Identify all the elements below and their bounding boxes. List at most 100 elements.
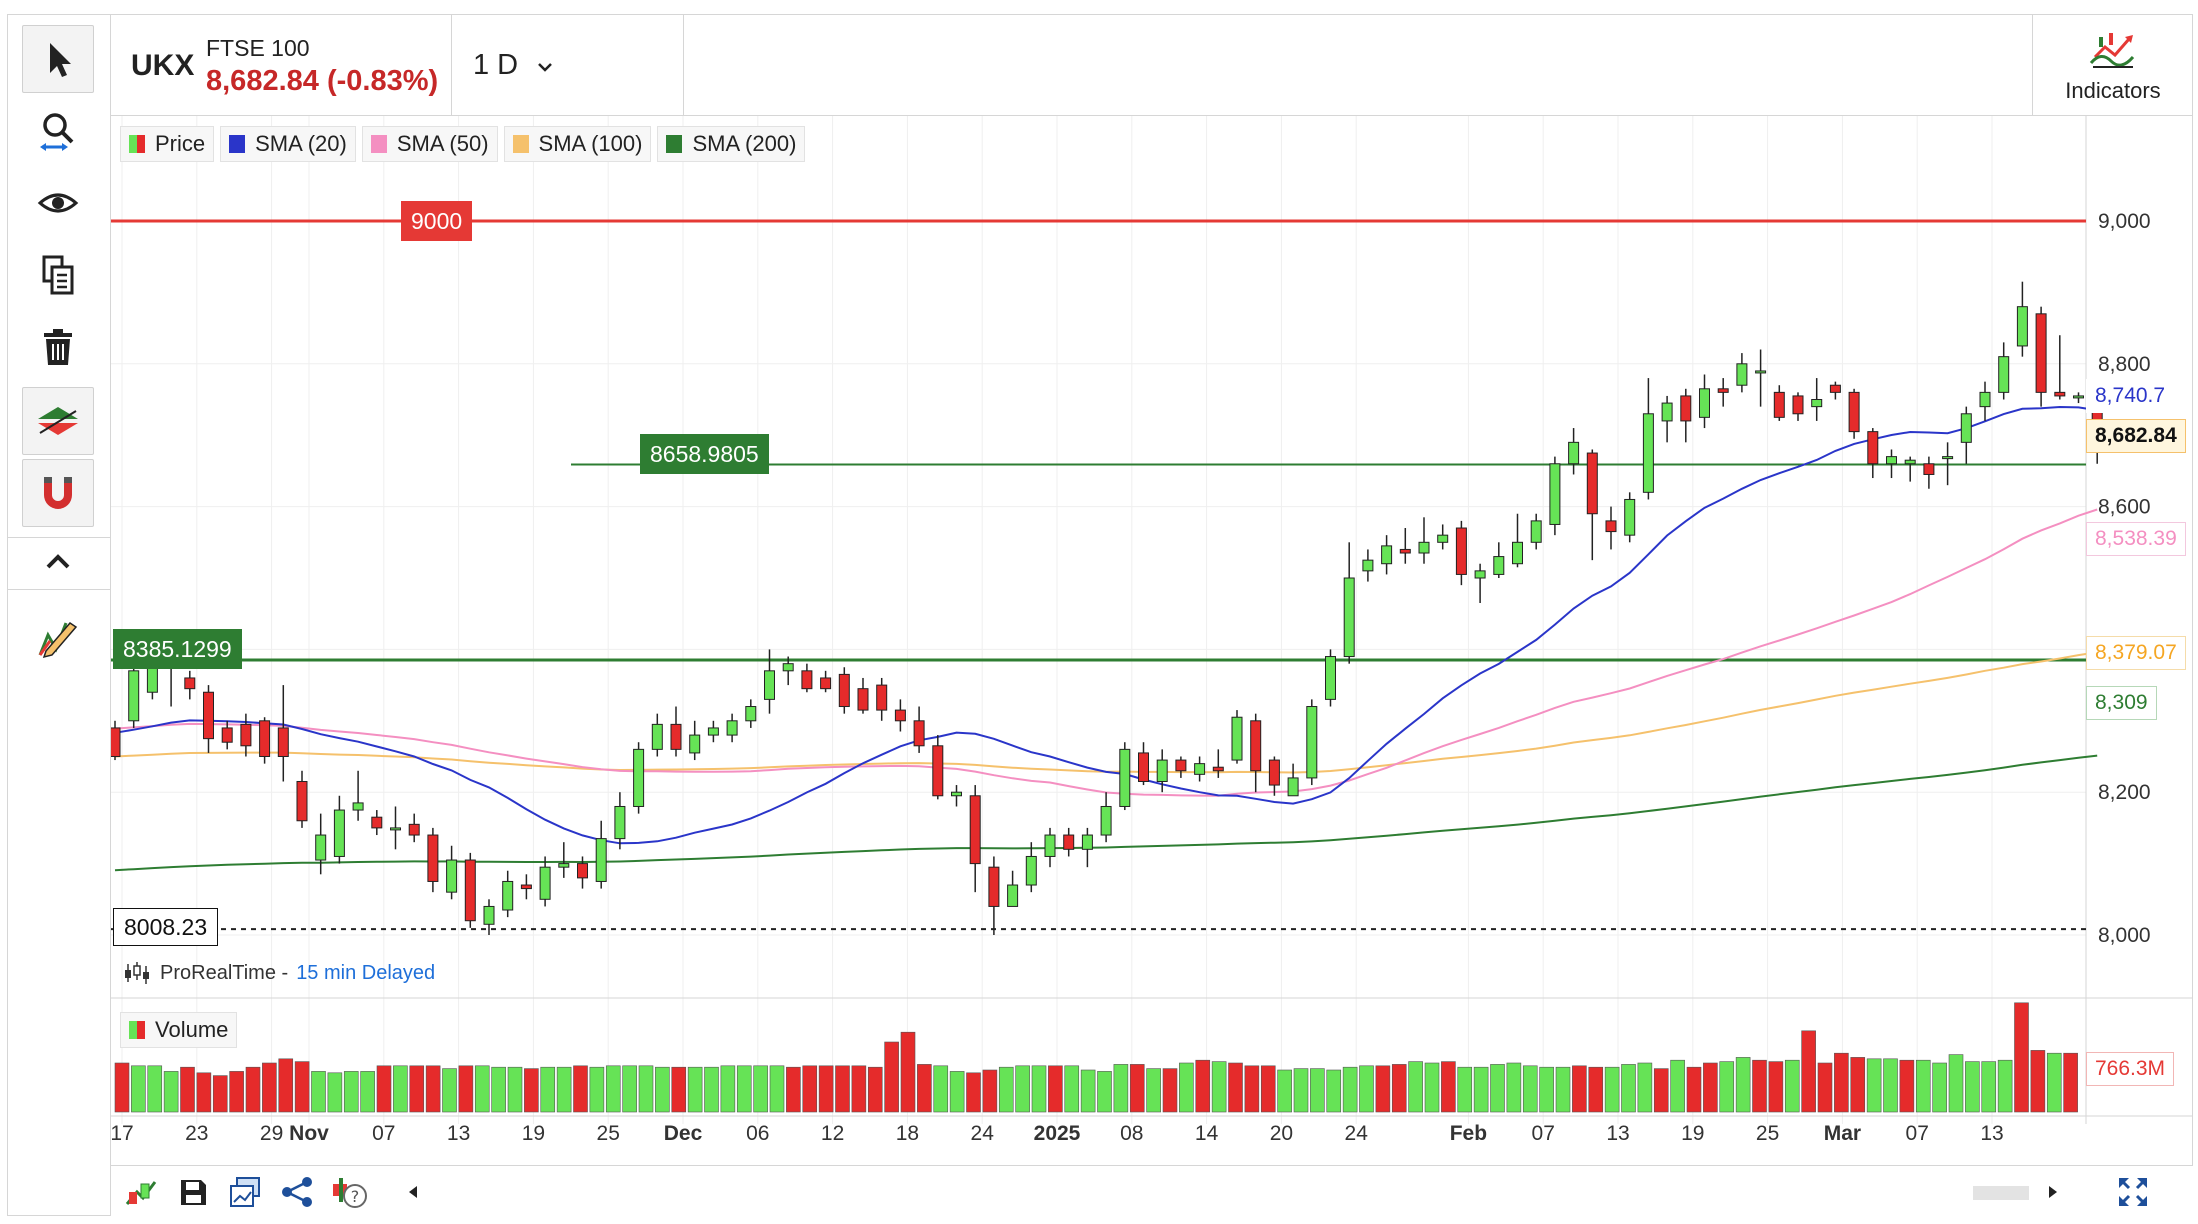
candle[interactable] <box>1998 356 2010 393</box>
candle[interactable] <box>894 709 906 722</box>
drawing-tools-button[interactable] <box>22 603 94 671</box>
candle[interactable] <box>1979 391 1991 408</box>
level-label-8658[interactable]: 8658.9805 <box>640 434 769 474</box>
candle[interactable] <box>1100 805 1112 836</box>
trend-tool-button[interactable] <box>22 387 94 455</box>
chart-type-icon[interactable] <box>123 1174 159 1210</box>
candle[interactable] <box>595 838 607 882</box>
candle[interactable] <box>1642 413 1654 493</box>
candle[interactable] <box>408 823 420 836</box>
candle[interactable] <box>1081 834 1093 850</box>
candle[interactable] <box>128 670 140 722</box>
candle[interactable] <box>2016 306 2028 347</box>
candle[interactable] <box>1025 855 1037 886</box>
candle[interactable] <box>1699 388 1710 418</box>
candle[interactable] <box>483 905 495 925</box>
candle[interactable] <box>464 859 476 922</box>
copy-tool-button[interactable] <box>22 241 94 309</box>
candle[interactable] <box>1119 748 1131 807</box>
candle[interactable] <box>689 734 701 754</box>
candle[interactable] <box>764 670 775 700</box>
candle[interactable] <box>184 677 196 690</box>
candle[interactable] <box>1942 456 1954 460</box>
candle[interactable] <box>1530 520 1542 543</box>
time-scrollbar-thumb[interactable] <box>1973 1186 2029 1200</box>
help-icon[interactable]: ? <box>331 1174 367 1210</box>
delete-tool-button[interactable] <box>22 313 94 381</box>
candle[interactable] <box>1399 548 1411 554</box>
candle[interactable] <box>1829 384 1841 393</box>
candle[interactable] <box>1624 498 1636 536</box>
candle[interactable] <box>315 834 327 861</box>
candle[interactable] <box>969 795 981 865</box>
candle[interactable] <box>277 727 289 758</box>
legend-item-sma-200[interactable]: SMA (200) <box>657 126 806 162</box>
candle[interactable] <box>633 748 645 807</box>
candle[interactable] <box>1212 766 1224 772</box>
candle[interactable] <box>203 691 214 740</box>
candle[interactable] <box>1231 716 1243 761</box>
candle[interactable] <box>857 688 869 711</box>
candle[interactable] <box>1586 452 1598 515</box>
legend-item-sma-100[interactable]: SMA (100) <box>503 126 652 162</box>
visibility-tool-button[interactable] <box>22 169 94 237</box>
candle[interactable] <box>1044 834 1056 857</box>
candle[interactable] <box>1362 559 1374 572</box>
candle[interactable] <box>1661 402 1673 422</box>
candle[interactable] <box>988 866 1000 907</box>
candle[interactable] <box>838 673 850 708</box>
candle[interactable] <box>614 805 626 840</box>
indicators-button[interactable]: Indicators <box>2032 15 2192 115</box>
candle[interactable] <box>1138 752 1149 782</box>
candle[interactable] <box>651 723 663 750</box>
candle[interactable] <box>1474 570 1486 579</box>
candle[interactable] <box>221 727 233 743</box>
cursor-tool-button[interactable] <box>22 25 94 93</box>
candle[interactable] <box>1904 459 1916 465</box>
candle[interactable] <box>745 706 757 722</box>
candle[interactable] <box>2054 391 2066 397</box>
legend-item-sma-50[interactable]: SMA (50) <box>361 126 498 162</box>
candle[interactable] <box>446 859 458 893</box>
candle[interactable] <box>1493 556 1505 575</box>
candle[interactable] <box>577 863 588 879</box>
candle[interactable] <box>1811 399 1823 408</box>
level-label-8008[interactable]: 8008.23 <box>113 908 219 946</box>
candle[interactable] <box>1306 706 1318 779</box>
candle[interactable] <box>1250 720 1262 772</box>
collapse-toolbar-button[interactable] <box>22 539 94 587</box>
candle[interactable] <box>539 866 551 900</box>
candle[interactable] <box>502 880 514 911</box>
scroll-right-icon[interactable] <box>2041 1174 2065 1210</box>
candle[interactable] <box>1512 541 1523 565</box>
candle[interactable] <box>1268 759 1280 786</box>
candle[interactable] <box>1960 413 1972 443</box>
candle[interactable] <box>1755 370 1767 374</box>
candle[interactable] <box>1867 431 1879 465</box>
candle[interactable] <box>1381 545 1393 565</box>
legend-item-sma-20[interactable]: SMA (20) <box>220 126 356 162</box>
candle[interactable] <box>558 863 570 868</box>
candle[interactable] <box>259 720 271 757</box>
fullscreen-icon[interactable] <box>2115 1174 2151 1210</box>
candle[interactable] <box>1156 759 1168 782</box>
candle[interactable] <box>2035 313 2047 393</box>
candle[interactable] <box>520 884 532 890</box>
save-icon[interactable] <box>175 1174 211 1210</box>
candle[interactable] <box>932 745 944 797</box>
candle[interactable] <box>1680 395 1692 422</box>
candle[interactable] <box>1287 777 1299 797</box>
candle[interactable] <box>1568 441 1580 465</box>
candle[interactable] <box>707 727 719 736</box>
price-chart[interactable]: 9,0008,8008,6008,4008,2008,000172329Nov0… <box>111 116 2193 1165</box>
candle[interactable] <box>1886 456 1897 465</box>
candle[interactable] <box>111 727 121 758</box>
candle[interactable] <box>1605 520 1617 533</box>
candle[interactable] <box>240 723 252 747</box>
candle[interactable] <box>1848 391 1860 433</box>
candle[interactable] <box>1773 391 1785 418</box>
candle[interactable] <box>782 663 794 672</box>
candle[interactable] <box>1437 534 1449 543</box>
candle[interactable] <box>1549 463 1561 525</box>
candle[interactable] <box>371 816 383 829</box>
